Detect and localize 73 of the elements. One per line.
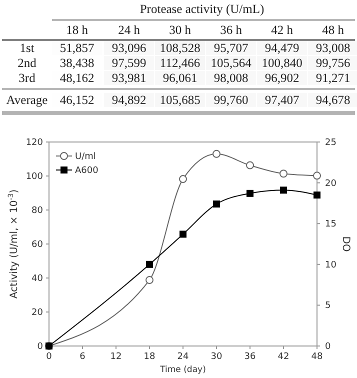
data-label: 48,162 <box>60 71 94 85</box>
point <box>280 186 287 194</box>
data-label: 96,061 <box>162 71 198 85</box>
x-tick-label: 36 <box>244 352 256 362</box>
point <box>246 161 254 170</box>
x-tick-label: 36 h <box>220 23 243 37</box>
chart-title: Protease activity (U/mL) <box>140 2 264 16</box>
x-tick-label: 18 h <box>66 23 89 37</box>
point <box>180 230 186 238</box>
point <box>280 170 288 178</box>
point <box>314 192 320 199</box>
data-label: 97,599 <box>112 56 146 70</box>
point <box>146 260 153 268</box>
y2-axis-title: DO <box>340 236 351 252</box>
y-tick-label: 100 <box>26 172 44 182</box>
x-tick-label: 24 <box>177 352 189 362</box>
x-tick-label: 42 h <box>271 23 294 37</box>
y2-tick-label: 5 <box>325 301 331 312</box>
point <box>179 175 187 184</box>
data-label: 94,892 <box>112 93 146 107</box>
y-tick-label: 0 <box>37 342 44 352</box>
point <box>313 172 321 180</box>
y-tick-label: 120 <box>26 138 44 148</box>
y2-tick-label: 0 <box>325 342 331 352</box>
point <box>213 200 220 208</box>
data-label: 51,857 <box>60 41 94 55</box>
x-tick-label: 48 <box>311 352 323 362</box>
y2-tick-label: 10 <box>325 260 337 270</box>
data-label: 93,096 <box>112 41 146 55</box>
x-tick-label: 48 h <box>322 23 345 37</box>
data-label: 105,564 <box>210 56 252 70</box>
data-label: 99,760 <box>214 93 248 107</box>
data-label: 105,685 <box>160 93 200 107</box>
x-tick-label: 24 h <box>118 23 141 37</box>
y-tick-label: 3rd <box>18 71 36 85</box>
y-tick-label: 1st <box>20 41 35 55</box>
data-label: 112,466 <box>160 56 200 70</box>
data-label: 94,678 <box>316 93 350 107</box>
y2-tick-label: 15 <box>325 220 336 230</box>
data-label: 108,528 <box>160 41 200 55</box>
y2-tick-label: 20 <box>325 178 337 189</box>
x-tick-label: 12 <box>110 352 122 362</box>
x-tick-label: 42 <box>278 352 290 362</box>
point <box>246 190 254 197</box>
x-tick-label: 0 <box>46 352 52 362</box>
data-label: 46,152 <box>60 93 94 107</box>
data-label: 93,008 <box>316 41 350 55</box>
point <box>146 276 154 284</box>
data-label: 94,479 <box>264 41 300 55</box>
y-tick-label: 80 <box>32 206 44 216</box>
y-tick-label: 40 <box>32 274 44 284</box>
data-label: 100,840 <box>262 56 302 70</box>
y-tick-label: 20 <box>32 308 44 318</box>
x-tick-label: 30 h <box>169 23 192 37</box>
data-label: 95,707 <box>214 41 248 55</box>
legend-label: U/ml <box>75 152 96 162</box>
x-tick-label: 30 <box>210 352 222 362</box>
data-label: 97,407 <box>264 93 300 107</box>
x-tick-label: 6 <box>80 352 86 362</box>
x-axis-title: Time (day) <box>159 365 206 375</box>
x-tick-label: 18 <box>144 352 156 362</box>
data-label: 99,756 <box>316 56 350 70</box>
data-label: 96,902 <box>264 71 300 85</box>
y-tick-label: 2nd <box>18 56 38 70</box>
data-label: 98,008 <box>214 71 248 85</box>
data-label: 93,981 <box>112 71 146 85</box>
point <box>212 150 220 158</box>
y-tick-label: Average <box>6 93 48 107</box>
legend-label: A600 <box>75 166 99 176</box>
data-label: 91,271 <box>316 71 350 85</box>
y2-tick-label: 25 <box>325 138 336 148</box>
y-tick-label: 60 <box>32 240 44 250</box>
data-label: 38,438 <box>60 56 94 70</box>
